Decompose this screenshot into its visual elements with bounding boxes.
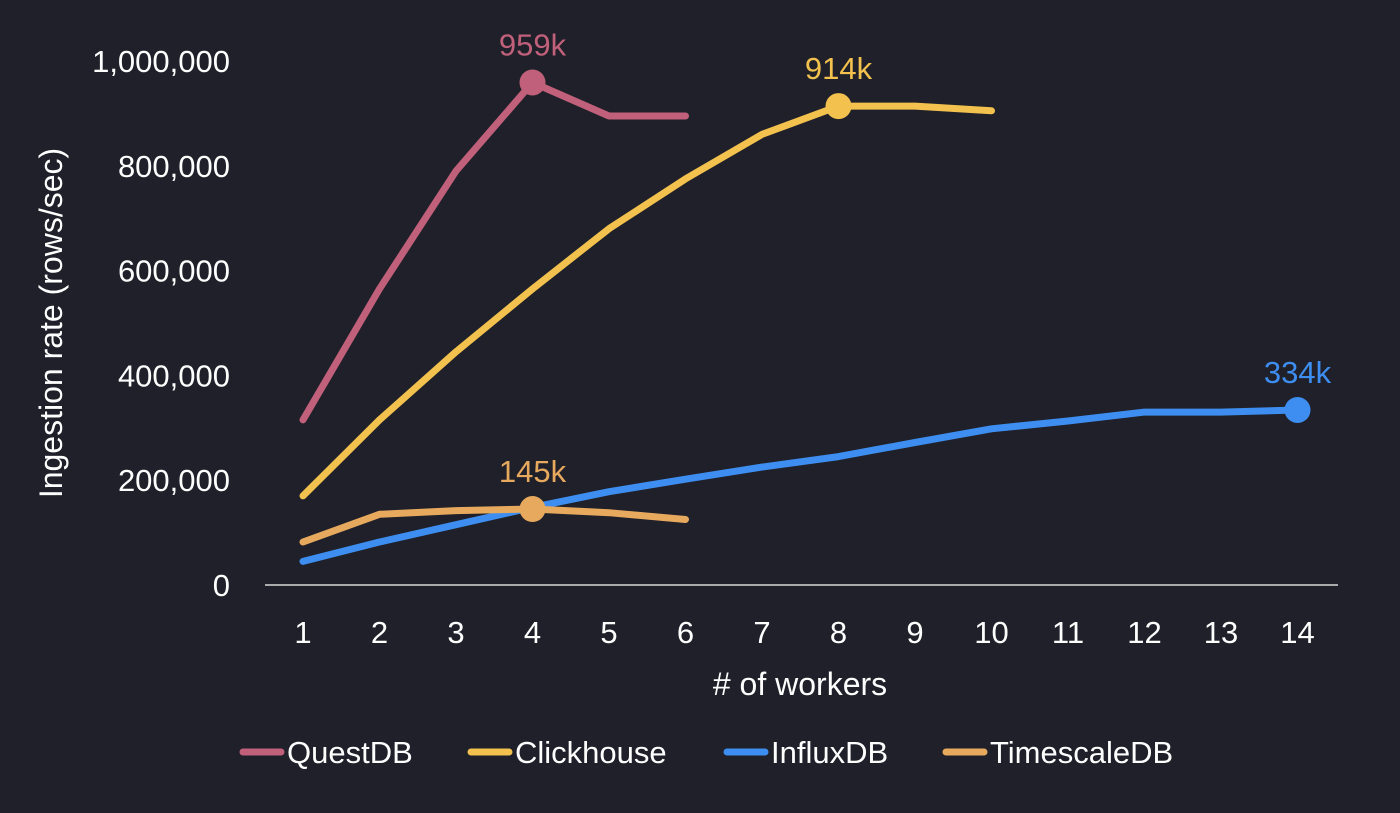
peak-label-influxdb: 334k xyxy=(1264,355,1332,390)
series-line-timescaledb xyxy=(299,505,689,546)
legend-label-timescaledb: TimescaleDB xyxy=(990,735,1173,770)
x-axis: 1 2 3 4 5 6 7 8 9 10 11 12 13 14 xyxy=(265,584,1338,650)
peak-marker-clickhouse xyxy=(825,93,852,120)
x-tick-label: 7 xyxy=(753,615,770,650)
peak-label-questdb: 959k xyxy=(499,27,567,62)
x-tick-label: 5 xyxy=(600,615,617,650)
x-tick-label: 3 xyxy=(447,615,464,650)
peak-marker-questdb xyxy=(519,69,546,96)
peak-label-timescaledb: 145k xyxy=(499,454,567,489)
y-axis-ticks: 0 200,000 400,000 600,000 800,000 1,000,000 xyxy=(92,44,230,603)
y-tick-label: 1,000,000 xyxy=(92,44,230,79)
series-lines xyxy=(299,79,1301,565)
x-axis-label: # of workers xyxy=(713,666,887,702)
x-tick-label: 8 xyxy=(830,615,847,650)
legend-label-questdb: QuestDB xyxy=(287,735,413,770)
x-tick-label: 14 xyxy=(1280,615,1314,650)
y-tick-label: 800,000 xyxy=(118,149,230,184)
y-tick-label: 600,000 xyxy=(118,254,230,289)
peak-marker-influxdb xyxy=(1284,396,1311,423)
series-line-influxdb xyxy=(299,406,1301,565)
peak-markers: 959k 914k 334k 145k xyxy=(499,27,1332,523)
y-tick-label: 400,000 xyxy=(118,358,230,393)
peak-marker-timescaledb xyxy=(519,496,546,523)
x-tick-label: 6 xyxy=(677,615,694,650)
peak-label-clickhouse: 914k xyxy=(805,51,873,86)
legend: QuestDB Clickhouse InfluxDB TimescaleDB xyxy=(239,735,1173,770)
x-tick-label: 9 xyxy=(906,615,923,650)
legend-label-influxdb: InfluxDB xyxy=(771,735,888,770)
x-tick-label: 1 xyxy=(294,615,311,650)
x-tick-label: 4 xyxy=(524,615,541,650)
y-tick-label: 200,000 xyxy=(118,463,230,498)
series-line-questdb xyxy=(299,79,689,424)
x-tick-label: 13 xyxy=(1204,615,1238,650)
x-tick-label: 2 xyxy=(371,615,388,650)
y-axis-label: Ingestion rate (rows/sec) xyxy=(33,148,69,498)
legend-label-clickhouse: Clickhouse xyxy=(515,735,667,770)
y-tick-label: 0 xyxy=(213,568,230,603)
x-tick-label: 11 xyxy=(1052,615,1084,650)
series-line-clickhouse xyxy=(299,102,995,500)
x-tick-label: 12 xyxy=(1127,615,1161,650)
x-tick-label: 10 xyxy=(974,615,1008,650)
